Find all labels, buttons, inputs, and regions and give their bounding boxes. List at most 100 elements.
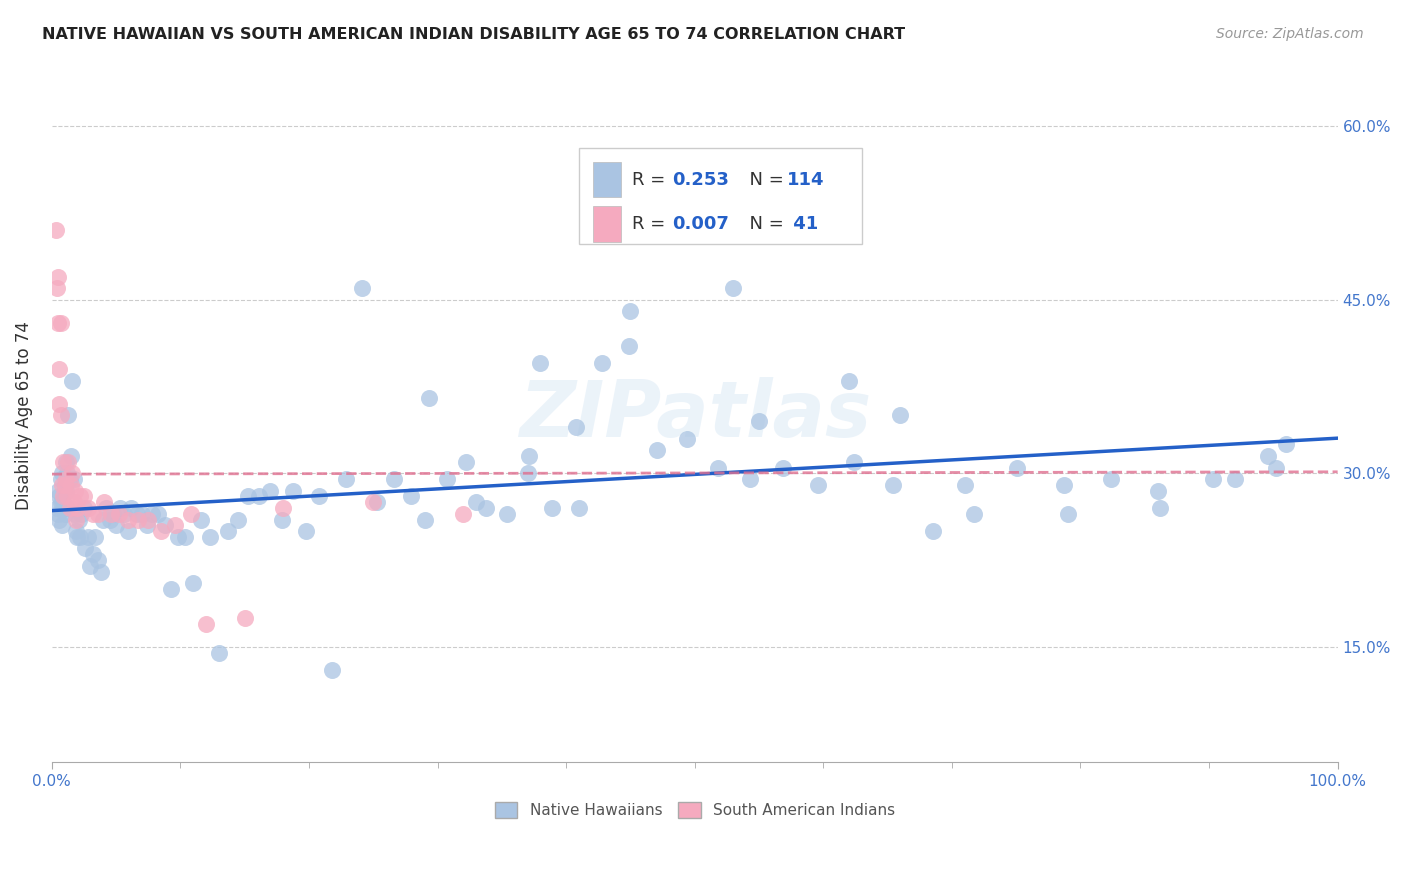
Point — [953, 478, 976, 492]
Point — [647, 443, 669, 458]
Point — [79, 558, 101, 573]
Point — [619, 304, 641, 318]
Point — [76, 501, 98, 516]
Point — [1007, 460, 1029, 475]
Point — [117, 524, 139, 538]
Point — [45, 223, 67, 237]
Point — [48, 397, 70, 411]
Point — [259, 483, 281, 498]
Point — [121, 501, 143, 516]
Text: R =: R = — [633, 170, 671, 188]
Point — [73, 490, 96, 504]
Point — [1223, 472, 1246, 486]
Point — [59, 501, 82, 516]
Point — [69, 530, 91, 544]
Point — [49, 495, 72, 509]
Point — [117, 512, 139, 526]
Point — [350, 281, 373, 295]
Point — [238, 490, 260, 504]
Point — [889, 409, 911, 423]
Point — [70, 507, 93, 521]
Point — [565, 420, 588, 434]
Point — [418, 391, 440, 405]
Point — [882, 478, 904, 492]
Point — [60, 467, 83, 481]
Point — [66, 501, 89, 516]
Point — [82, 547, 104, 561]
Text: N =: N = — [738, 170, 789, 188]
Point — [65, 524, 87, 538]
Point — [112, 507, 135, 521]
Point — [67, 512, 90, 526]
Point — [45, 281, 67, 295]
Point — [842, 455, 865, 469]
Point — [436, 472, 458, 486]
Point — [617, 339, 640, 353]
Point — [1053, 478, 1076, 492]
Point — [676, 432, 699, 446]
Point — [1257, 449, 1279, 463]
Point — [174, 530, 197, 544]
Point — [135, 518, 157, 533]
Point — [51, 478, 73, 492]
Point — [361, 495, 384, 509]
Point — [46, 507, 69, 521]
Point — [48, 512, 70, 526]
Point — [82, 507, 104, 521]
Text: ZIPatlas: ZIPatlas — [519, 377, 870, 453]
Point — [52, 495, 75, 509]
Point — [496, 507, 519, 521]
Point — [60, 478, 83, 492]
Point — [51, 467, 73, 481]
Point — [45, 501, 67, 516]
Point — [52, 490, 75, 504]
Point — [208, 646, 231, 660]
Point — [127, 512, 149, 526]
Point — [1056, 507, 1078, 521]
Text: 0.253: 0.253 — [672, 170, 728, 188]
Point — [399, 490, 422, 504]
Point — [46, 269, 69, 284]
Point — [591, 356, 613, 370]
Point — [1264, 460, 1286, 475]
Point — [55, 455, 77, 469]
Point — [48, 490, 70, 504]
Point — [53, 507, 76, 521]
Point — [76, 530, 98, 544]
Text: R =: R = — [633, 215, 671, 233]
Point — [58, 455, 80, 469]
Point — [1149, 501, 1171, 516]
Point — [1275, 437, 1298, 451]
Point — [93, 495, 115, 509]
Point — [529, 356, 551, 370]
Point — [87, 553, 110, 567]
Point — [53, 478, 76, 492]
Point — [107, 507, 129, 521]
Point — [56, 501, 79, 516]
Point — [541, 501, 564, 516]
Point — [62, 472, 84, 486]
Text: 114: 114 — [787, 170, 824, 188]
Point — [53, 478, 76, 492]
Point — [63, 507, 86, 521]
Point — [56, 467, 79, 481]
Point — [46, 483, 69, 498]
Point — [98, 512, 121, 526]
Point — [90, 565, 112, 579]
Point — [190, 512, 212, 526]
Point — [247, 490, 270, 504]
Point — [100, 507, 122, 521]
Point — [335, 472, 357, 486]
Point — [49, 409, 72, 423]
Point — [198, 530, 221, 544]
Point — [963, 507, 986, 521]
Point — [283, 483, 305, 498]
Point — [148, 507, 170, 521]
Point — [1099, 472, 1122, 486]
Point — [165, 518, 187, 533]
Point — [738, 472, 761, 486]
Point — [65, 512, 87, 526]
Point — [413, 512, 436, 526]
Point — [295, 524, 318, 538]
Point — [465, 495, 488, 509]
